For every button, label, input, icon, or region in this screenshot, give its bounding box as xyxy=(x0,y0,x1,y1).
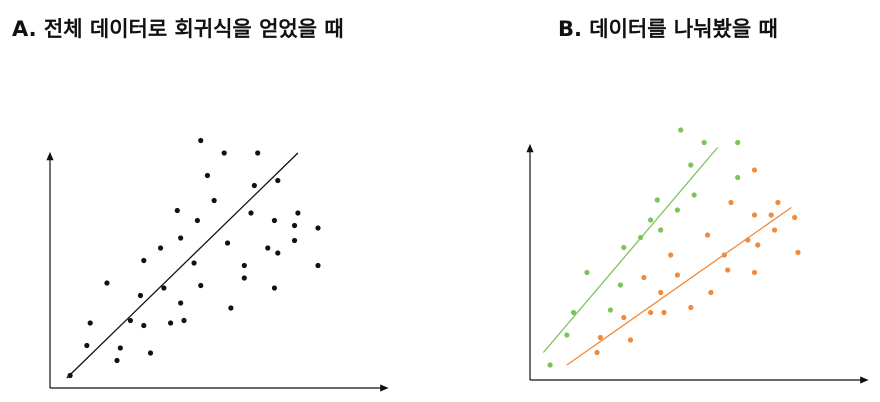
point xyxy=(265,245,271,251)
regression-line xyxy=(66,152,299,379)
point xyxy=(751,212,758,218)
point xyxy=(271,217,278,224)
point xyxy=(181,317,187,324)
point xyxy=(248,210,254,216)
point xyxy=(224,240,231,246)
point xyxy=(84,342,90,349)
point xyxy=(204,172,211,179)
point xyxy=(295,210,301,216)
point xyxy=(654,197,660,203)
chart-title: B. 데이터를 나눠봤을 때 xyxy=(558,17,778,41)
point xyxy=(141,257,147,264)
point xyxy=(291,237,298,244)
point xyxy=(275,177,281,184)
point xyxy=(751,269,758,276)
point xyxy=(704,232,711,238)
point xyxy=(104,280,110,286)
point xyxy=(735,174,741,181)
point xyxy=(755,242,761,248)
point xyxy=(117,345,123,351)
point xyxy=(194,217,200,224)
point xyxy=(751,167,758,173)
point xyxy=(221,150,227,156)
point xyxy=(661,309,667,316)
point xyxy=(627,337,634,343)
regression-line xyxy=(566,206,792,366)
point xyxy=(688,304,694,311)
point xyxy=(617,282,624,288)
point xyxy=(658,289,664,296)
point xyxy=(708,289,714,296)
point xyxy=(178,235,184,241)
point xyxy=(674,207,681,213)
point xyxy=(795,249,801,256)
point xyxy=(141,322,147,329)
point xyxy=(178,300,184,306)
point xyxy=(668,252,674,258)
point xyxy=(251,182,257,189)
point xyxy=(648,309,654,316)
point xyxy=(255,150,261,156)
point xyxy=(241,262,247,269)
point xyxy=(658,227,664,233)
point xyxy=(114,357,120,364)
point xyxy=(315,225,321,231)
point xyxy=(271,285,278,291)
point xyxy=(315,262,321,269)
point xyxy=(570,309,577,316)
point xyxy=(648,217,654,223)
point xyxy=(621,244,627,251)
point xyxy=(174,207,180,214)
point xyxy=(725,267,731,273)
point xyxy=(688,162,694,168)
point xyxy=(607,307,614,313)
point xyxy=(728,199,734,206)
regression-line xyxy=(542,147,719,353)
point xyxy=(768,212,774,218)
point xyxy=(168,320,174,326)
point xyxy=(87,320,93,326)
point xyxy=(771,227,778,233)
point xyxy=(594,349,600,356)
point xyxy=(198,282,204,289)
point xyxy=(147,350,154,356)
point xyxy=(127,317,133,324)
point xyxy=(137,292,144,299)
point xyxy=(678,127,684,133)
point xyxy=(584,269,590,276)
point xyxy=(691,192,697,198)
point xyxy=(198,137,204,144)
point xyxy=(291,222,298,229)
point xyxy=(241,275,247,281)
point xyxy=(191,260,197,266)
point xyxy=(775,199,781,206)
point xyxy=(547,362,553,368)
point xyxy=(211,197,217,204)
point xyxy=(228,305,234,311)
point xyxy=(621,314,627,321)
point xyxy=(735,139,741,146)
point xyxy=(597,334,603,341)
chart-title: A. 전체 데이터로 회귀식을 얻었을 때 xyxy=(12,17,344,41)
point xyxy=(792,214,798,221)
point xyxy=(564,332,570,338)
point xyxy=(674,272,681,278)
point xyxy=(701,139,707,146)
point xyxy=(275,250,281,256)
point xyxy=(641,274,647,281)
point xyxy=(161,285,167,291)
point xyxy=(157,245,164,251)
